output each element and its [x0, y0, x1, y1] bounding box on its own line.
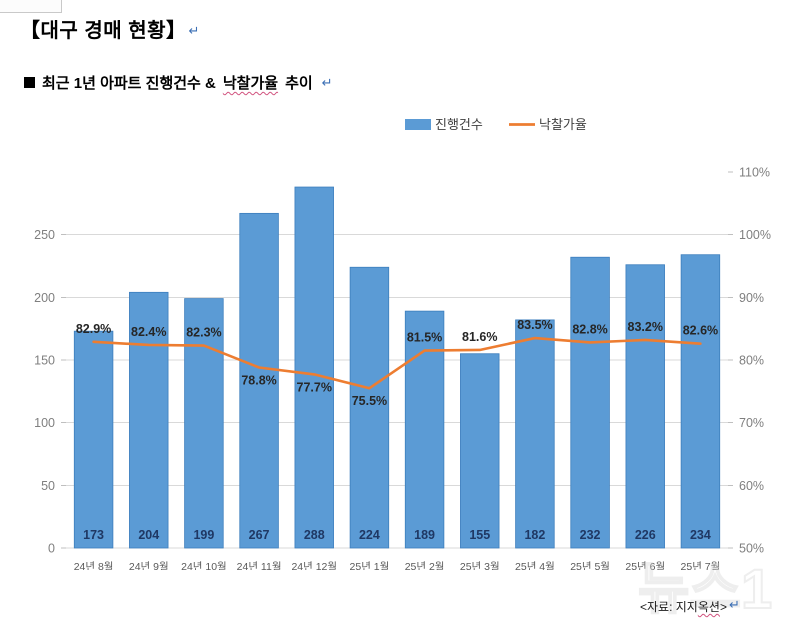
section-heading-spellcheck-term: 낙찰가율 [222, 75, 279, 92]
category-label: 24년 12월 [291, 561, 337, 570]
category-label: 24년 9월 [129, 561, 169, 570]
section-heading-head: 최근 1년 아파트 진행건수 & [42, 75, 216, 92]
right-axis-label: 80% [739, 354, 764, 368]
bar-value-label: 226 [635, 528, 656, 542]
category-label: 24년 11월 [237, 561, 282, 570]
bar-value-label: 182 [524, 528, 545, 542]
bar-value-label: 267 [249, 528, 270, 542]
right-axis-label: 50% [739, 542, 764, 556]
right-axis-label: 90% [739, 291, 764, 305]
paragraph-mark-title: ↵ [188, 23, 200, 38]
section-heading-tail: 추이 [285, 75, 313, 92]
category-label: 25년 6월 [625, 561, 665, 570]
bar-value-label: 155 [469, 528, 490, 542]
left-axis-label: 0 [48, 542, 55, 556]
bar [680, 254, 721, 549]
left-axis-label: 250 [34, 228, 55, 242]
trend-line [92, 336, 702, 390]
category-label: 25년 1월 [350, 561, 390, 570]
line-series: 82.9% 82.4% 82.3% 78.8% 77.7% 75.5% 81.5% 81.6%… [76, 318, 718, 408]
page-title-text: 【대구 경매 현황】 [20, 20, 187, 42]
bar-value-label: 189 [414, 528, 435, 542]
bar-value-label: 224 [359, 528, 380, 542]
bar [404, 310, 445, 549]
line-value-label: 77.7% [297, 380, 332, 394]
bar [294, 186, 334, 549]
left-axis-label: 200 [34, 291, 55, 305]
bar [349, 266, 390, 549]
category-label: 25년 4월 [515, 561, 555, 570]
source-note-head: <자료: 지지 [640, 600, 698, 614]
square-bullet-icon [24, 77, 35, 88]
line-value-label: 82.4% [131, 325, 166, 339]
bar-value-label: 232 [580, 528, 601, 542]
paragraph-mark-source: ↵ [728, 597, 740, 612]
category-label: 24년 10월 [181, 561, 227, 570]
category-label: 25년 7월 [681, 561, 721, 570]
line-value-label: 82.8% [572, 322, 607, 336]
line-value-label: 83.2% [628, 320, 663, 334]
paragraph-mark-subtitle: ↵ [321, 74, 333, 90]
source-note-tail: > [719, 600, 727, 614]
bar [460, 353, 500, 549]
bar [73, 330, 114, 549]
line-value-label: 81.6% [462, 330, 497, 344]
line-value-label: 82.9% [76, 322, 111, 336]
right-axis-label: 100% [739, 228, 771, 242]
axes: 0 50 100 150 200 250 50% 60% 70% 80% 90% 100% 110% 24… [34, 166, 771, 571]
legend-label: 진행건수 [435, 117, 483, 132]
line-value-label: 78.8% [241, 374, 276, 388]
category-label: 25년 3월 [460, 561, 500, 570]
left-axis-label: 50 [41, 479, 55, 493]
bar [515, 319, 555, 549]
left-axis-label: 150 [34, 354, 55, 368]
line-value-label: 83.5% [517, 318, 552, 332]
legend-swatch-bar [405, 119, 431, 130]
chart-legend: 진행건수 낙찰가율 [405, 117, 587, 132]
right-axis-label: 110% [739, 166, 770, 180]
source-note-spellcheck-term: 옥션 [697, 600, 720, 614]
gridlines [66, 234, 728, 549]
line-value-label: 82.6% [683, 324, 718, 338]
right-axis-label: 60% [739, 479, 764, 493]
bar [570, 256, 610, 549]
bar-value-label: 234 [690, 528, 711, 542]
bar-value-label: 204 [138, 528, 159, 542]
corner-marker [0, 0, 62, 13]
combo-chart: 173 204 199 267 288 224 189 155 182 232 226 234 82.9… [0, 100, 810, 570]
bar-series: 173 204 199 267 288 224 189 155 182 232 226 234 [73, 186, 721, 549]
bar [239, 212, 279, 549]
bar [184, 298, 224, 549]
page-title: 【대구 경매 현황】 ↵ [20, 14, 200, 43]
bar-value-label: 288 [304, 528, 325, 542]
category-label: 25년 5월 [570, 561, 610, 570]
section-heading: 최근 1년 아파트 진행건수 & 낙찰가율 추이 ↵ [24, 72, 333, 93]
bar-value-label: 199 [193, 528, 214, 542]
left-axis-label: 100 [34, 416, 55, 430]
bar-value-label: 173 [83, 528, 104, 542]
source-note: <자료: 지지옥션> ↵ [640, 597, 740, 615]
legend-label: 낙찰가율 [539, 117, 587, 132]
line-value-label: 82.3% [186, 326, 221, 340]
chart-canvas: 173 204 199 267 288 224 189 155 182 232 226 234 82.9… [34, 117, 771, 571]
right-axis-label: 70% [739, 416, 764, 430]
category-label: 25년 2월 [405, 561, 445, 570]
line-value-label: 75.5% [352, 394, 387, 408]
line-value-label: 81.5% [407, 331, 442, 345]
bar [625, 264, 665, 549]
bar [129, 291, 169, 549]
category-label: 24년 8월 [74, 561, 114, 570]
